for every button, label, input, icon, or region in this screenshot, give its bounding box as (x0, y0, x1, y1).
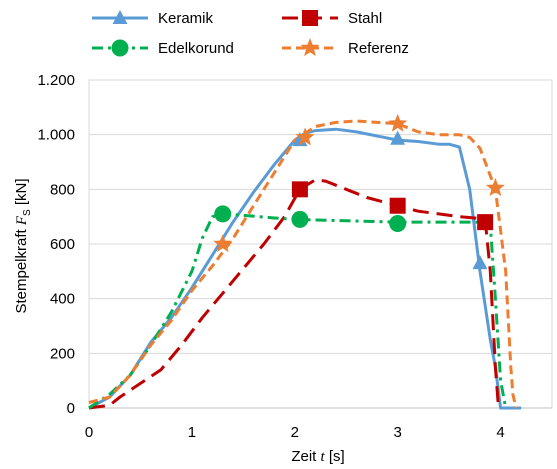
series-line-referenz (88, 119, 518, 409)
legend-marker-keramik (112, 10, 128, 24)
legend: Keramik Stahl Edelkorund Referenz (92, 10, 409, 57)
marker-stahl-0 (291, 181, 308, 198)
legend-label-keramik: Keramik (158, 10, 214, 27)
marker-referenz-0 (213, 234, 233, 253)
x-tick-label-0: 0 (85, 424, 93, 441)
marker-edelkorund-1 (291, 210, 309, 228)
marker-referenz-3 (485, 178, 505, 197)
x-tick-label-2: 2 (291, 424, 299, 441)
y-axis-label-sub: S (22, 209, 33, 216)
y-axis-label-unit: [kN] (13, 178, 30, 209)
x-axis-label-unit: [s] (325, 448, 345, 465)
legend-marker-edelkorund (111, 39, 129, 57)
y-tick-label-1000: 1.000 (37, 127, 75, 144)
marker-keramik-1 (390, 130, 406, 145)
legend-label-stahl: Stahl (348, 10, 382, 27)
y-tick-label-200: 200 (50, 345, 75, 362)
marker-referenz-1 (295, 127, 315, 146)
y-axis-label-var: F (14, 215, 30, 226)
x-tick-labels: 0 1 2 3 4 (85, 424, 505, 441)
x-tick-label-4: 4 (496, 424, 504, 441)
y-tick-label-600: 600 (50, 236, 75, 253)
marker-stahl-2 (477, 214, 494, 231)
series-line-keramik (88, 127, 522, 410)
series-line-stahl (88, 178, 500, 410)
marker-keramik-2 (472, 255, 488, 270)
marker-keramik-0 (292, 132, 308, 147)
y-axis-label: Stempelkraft FS [kN] (13, 178, 33, 313)
y-tick-labels: 0 200 400 600 800 1.000 1.200 (37, 72, 75, 417)
x-axis-label-var: t (321, 449, 326, 465)
legend-marker-stahl (302, 10, 318, 26)
legend-marker-referenz (300, 38, 320, 57)
y-tick-label-800: 800 (50, 181, 75, 198)
x-tick-label-1: 1 (188, 424, 196, 441)
x-axis-label-prefix: Zeit (291, 448, 320, 465)
marker-referenz-2 (388, 113, 408, 132)
series-markers (213, 113, 505, 270)
x-tick-label-3: 3 (393, 424, 401, 441)
y-tick-label-1200: 1.200 (37, 72, 75, 89)
series-lines (88, 119, 522, 410)
series-line-edelkorund (88, 212, 508, 410)
y-tick-label-400: 400 (50, 291, 75, 308)
y-tick-label-0: 0 (67, 400, 75, 417)
marker-edelkorund-0 (214, 205, 232, 223)
legend-label-edelkorund: Edelkorund (158, 40, 234, 57)
legend-label-referenz: Referenz (348, 40, 409, 57)
marker-stahl-1 (389, 197, 406, 214)
marker-edelkorund-2 (389, 215, 407, 232)
x-axis-label: Zeit t [s] (291, 448, 344, 465)
y-axis-label-prefix: Stempelkraft (13, 225, 30, 313)
gridlines (88, 79, 553, 409)
